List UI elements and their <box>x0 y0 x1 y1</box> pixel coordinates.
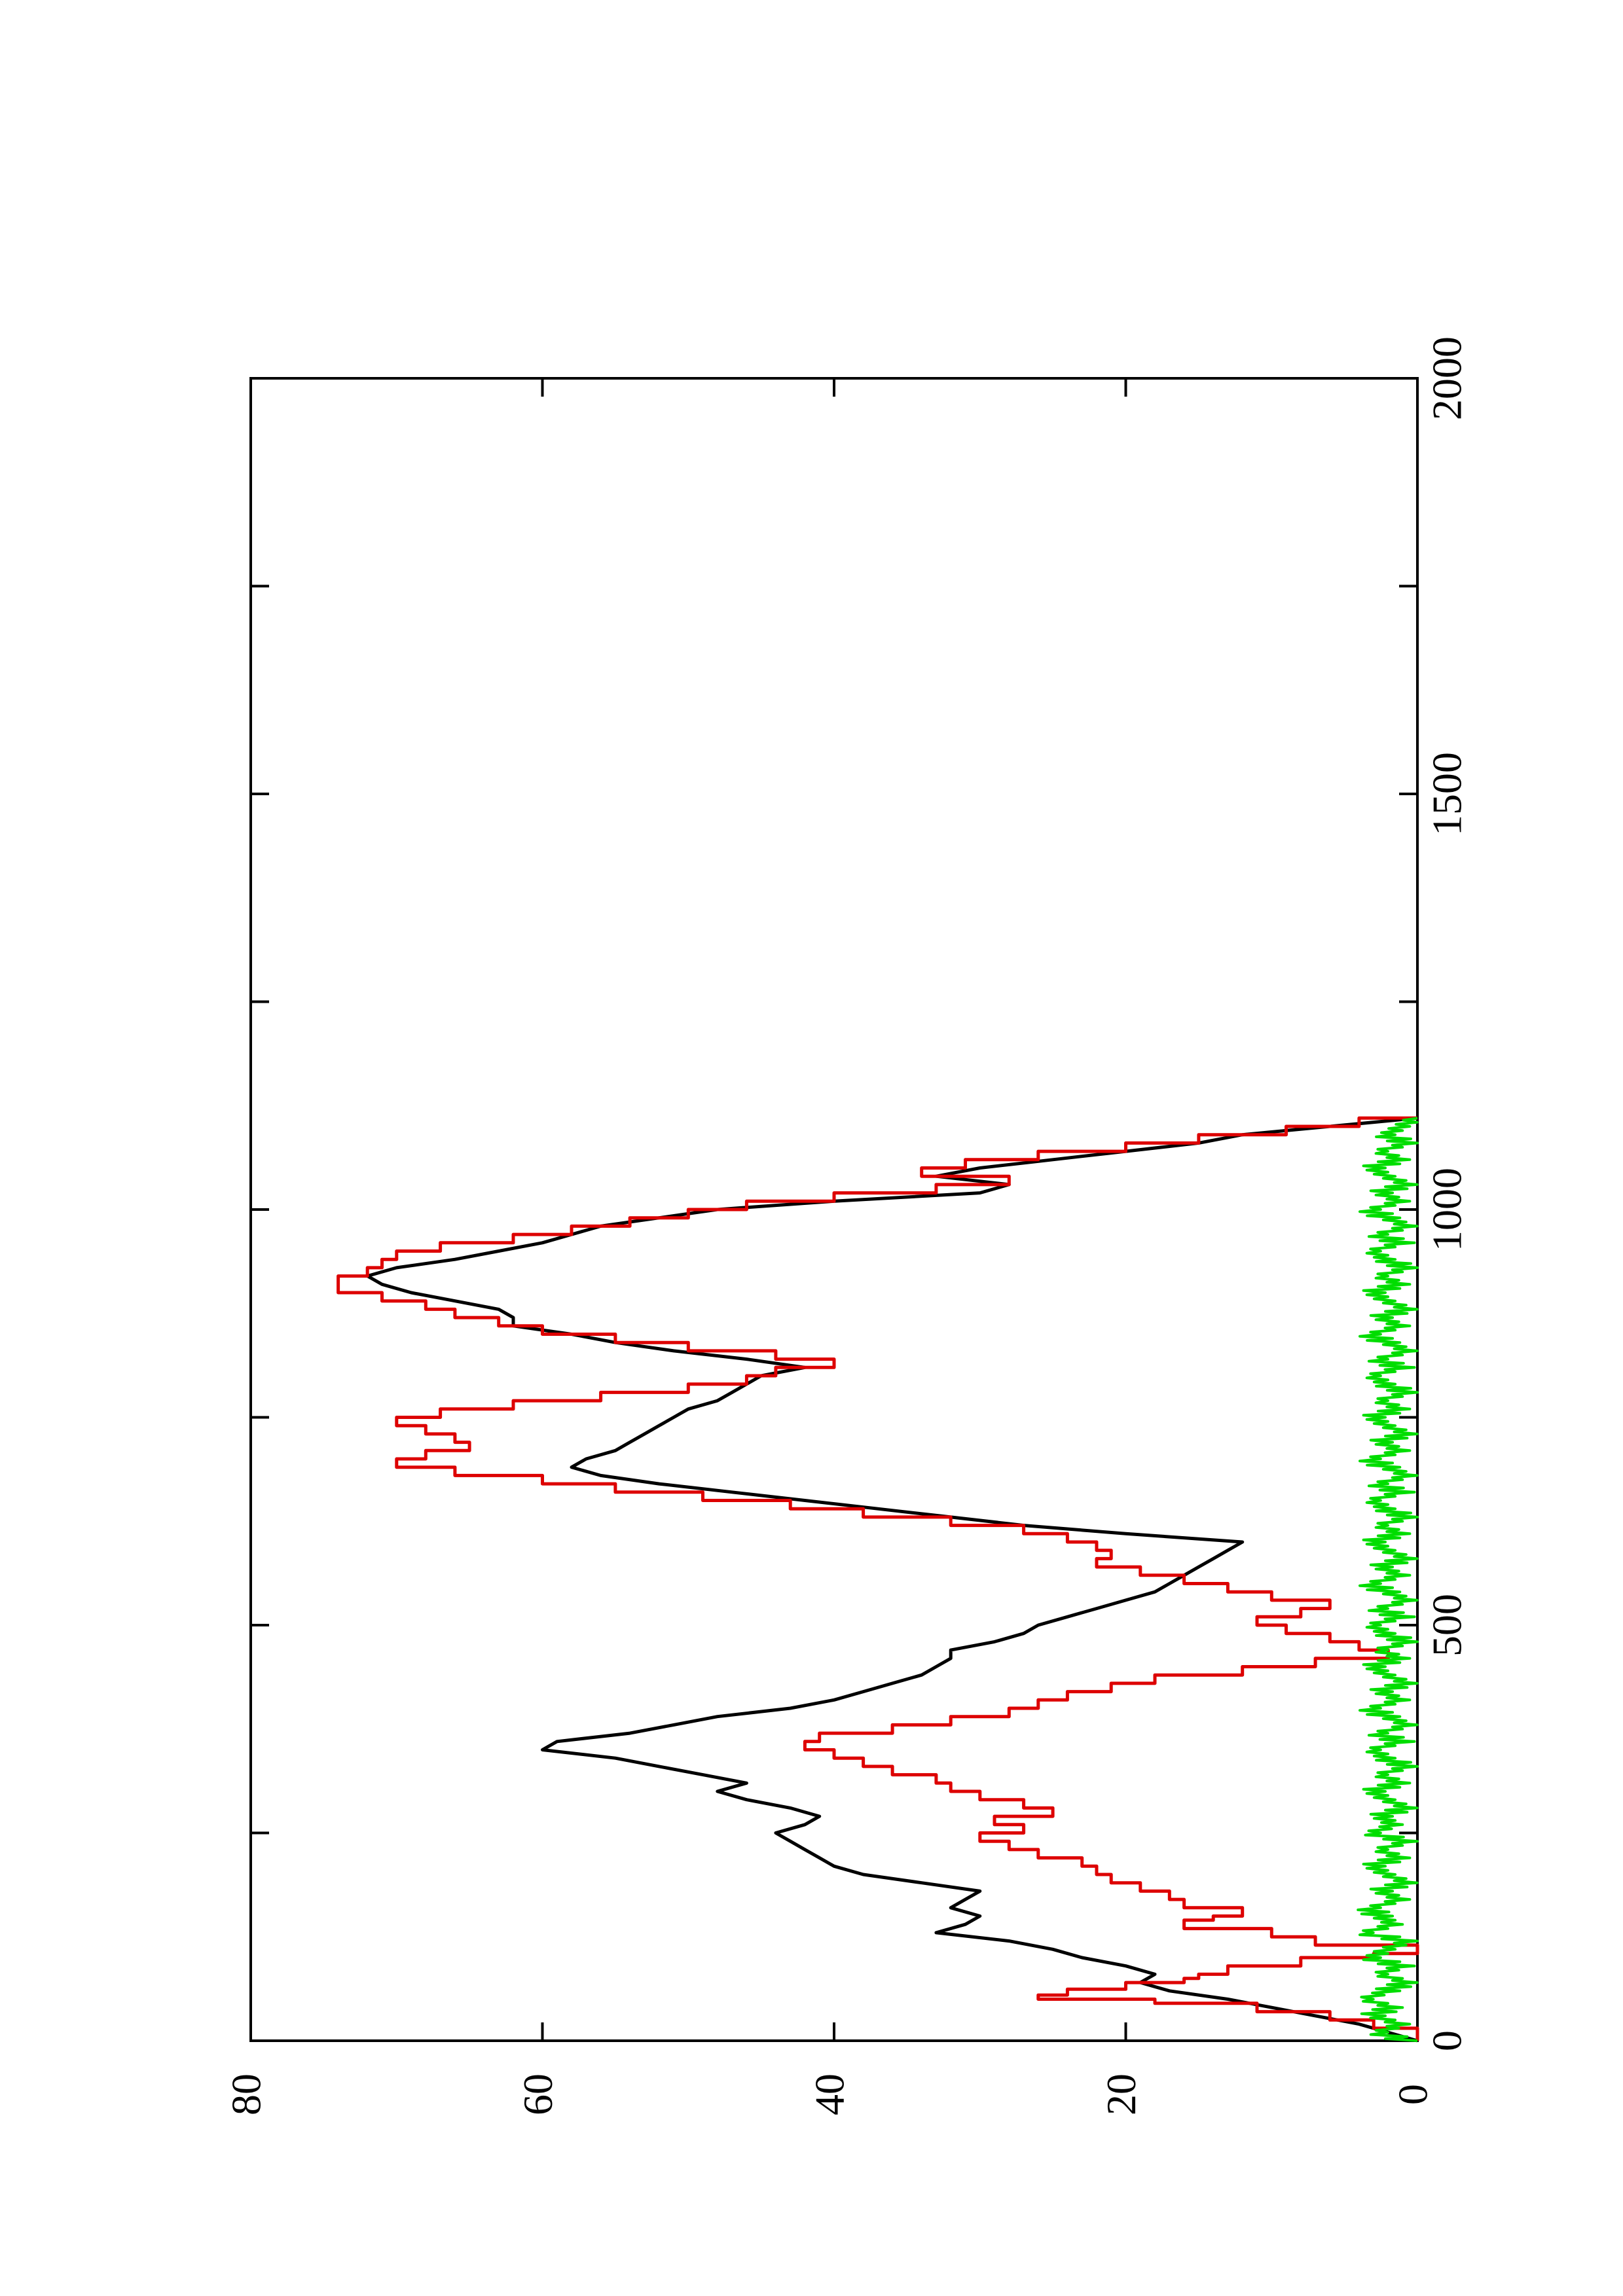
y-tick-label: 60 <box>515 2073 561 2115</box>
axis-ticks <box>249 377 1419 2042</box>
series-layer <box>337 1116 1419 2043</box>
x-tick-label: 2000 <box>1424 336 1470 420</box>
plot-frame <box>249 377 1419 2042</box>
black-series-line <box>365 1116 1418 2043</box>
x-tick-label: 500 <box>1424 1594 1470 1657</box>
x-tick-label: 0 <box>1424 2030 1470 2051</box>
red-series-line <box>337 1116 1419 2041</box>
green-series-line <box>1357 1117 1419 2042</box>
y-tick-label: 40 <box>807 2073 853 2115</box>
axis-tick-labels: 0 500 1000 1500 2000 0 20 40 60 80 <box>223 336 1470 2115</box>
x-tick-label: 1500 <box>1424 752 1470 836</box>
y-tick-label: 20 <box>1098 2073 1144 2115</box>
x-tick-label: 1000 <box>1424 1168 1470 1251</box>
y-tick-label: 80 <box>223 2073 270 2115</box>
y-tick-label: 0 <box>1390 2084 1436 2105</box>
